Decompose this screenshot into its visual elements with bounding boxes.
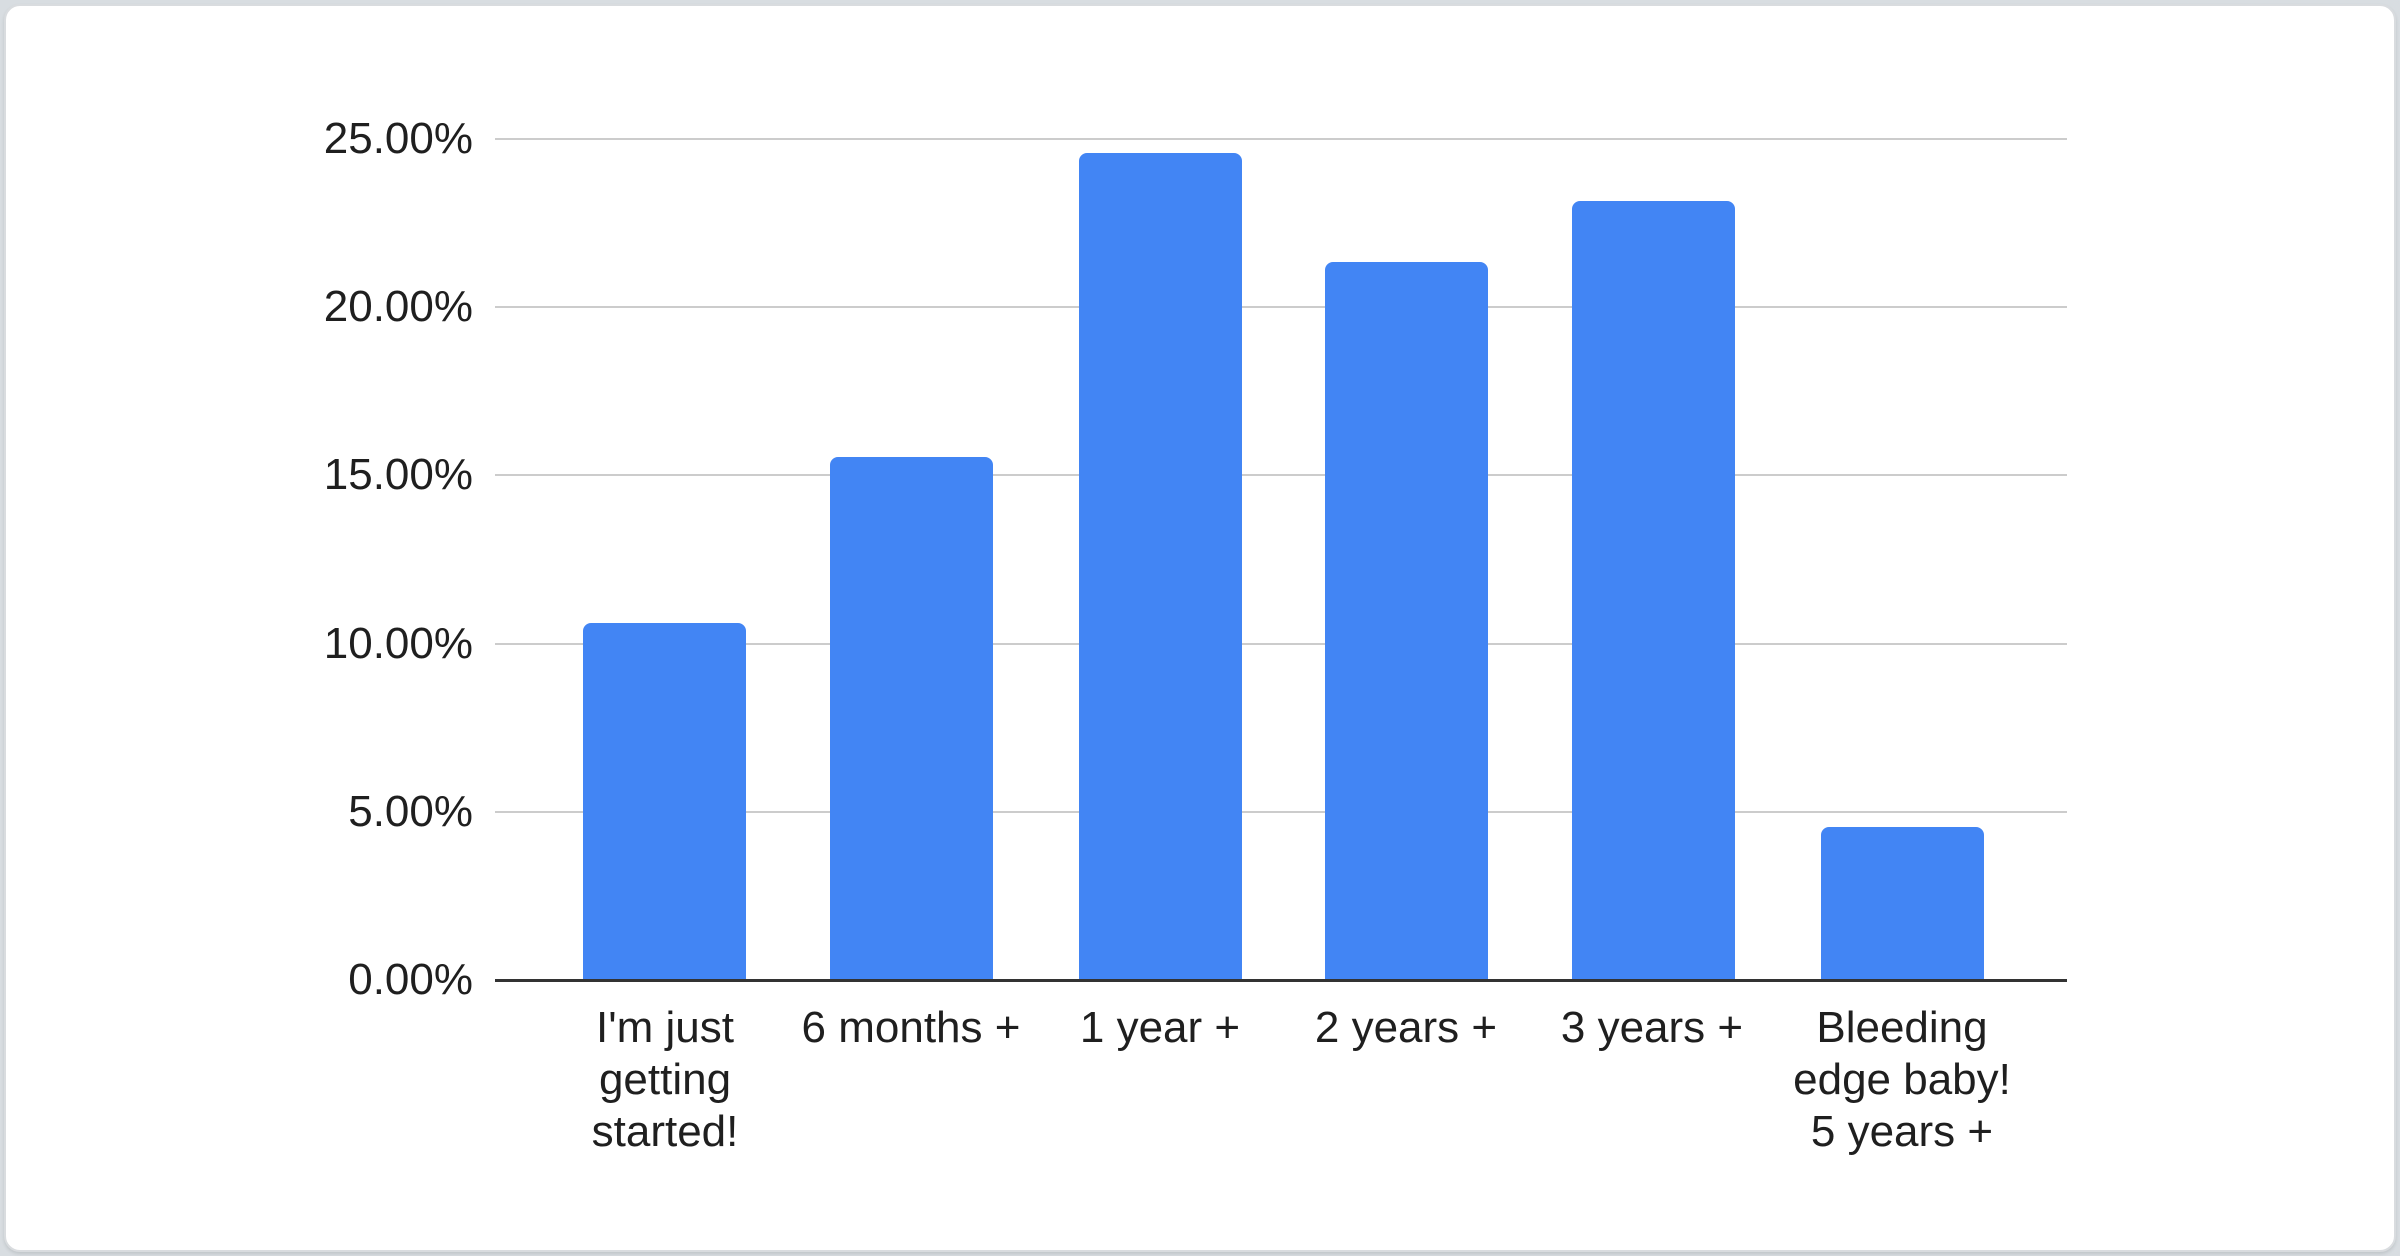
bar-4 (1325, 261, 1488, 980)
bar-6 (1821, 826, 1984, 980)
bar-3 (1079, 152, 1242, 980)
y-tick-label: 15.00% (323, 450, 473, 500)
gridline-10pct (495, 642, 2067, 645)
y-tick-label: 5.00% (348, 786, 473, 836)
gridline-15pct (495, 474, 2067, 477)
bar-5 (1572, 201, 1735, 980)
gridline-20pct (495, 306, 2067, 309)
bar-1 (583, 623, 746, 980)
y-tick-label: 20.00% (323, 282, 473, 332)
x-tick-label: I'm just getting started! (591, 1003, 739, 1156)
x-tick-label: 3 years + (1560, 1003, 1744, 1052)
y-tick-label: 10.00% (323, 618, 473, 668)
bar-chart: 0.00% 5.00% 10.00% 15.00% 20.00% 25.00% I'm j… (6, 6, 2394, 1250)
chart-card: 0.00% 5.00% 10.00% 15.00% 20.00% 25.00% I'm j… (4, 4, 2396, 1252)
x-tick-label: 2 years + (1314, 1003, 1498, 1052)
bar-2 (830, 456, 993, 980)
x-tick-label: Bleeding edge baby! 5 years + (1793, 1003, 2011, 1156)
x-tick-label: 1 year + (1079, 1003, 1241, 1052)
x-axis-line (495, 979, 2067, 982)
gridline-5pct (495, 810, 2067, 813)
x-tick-label: 6 months + (801, 1003, 1021, 1052)
gridline-25pct (495, 138, 2067, 141)
y-tick-label: 0.00% (348, 955, 473, 1004)
y-tick-label: 25.00% (323, 114, 473, 164)
